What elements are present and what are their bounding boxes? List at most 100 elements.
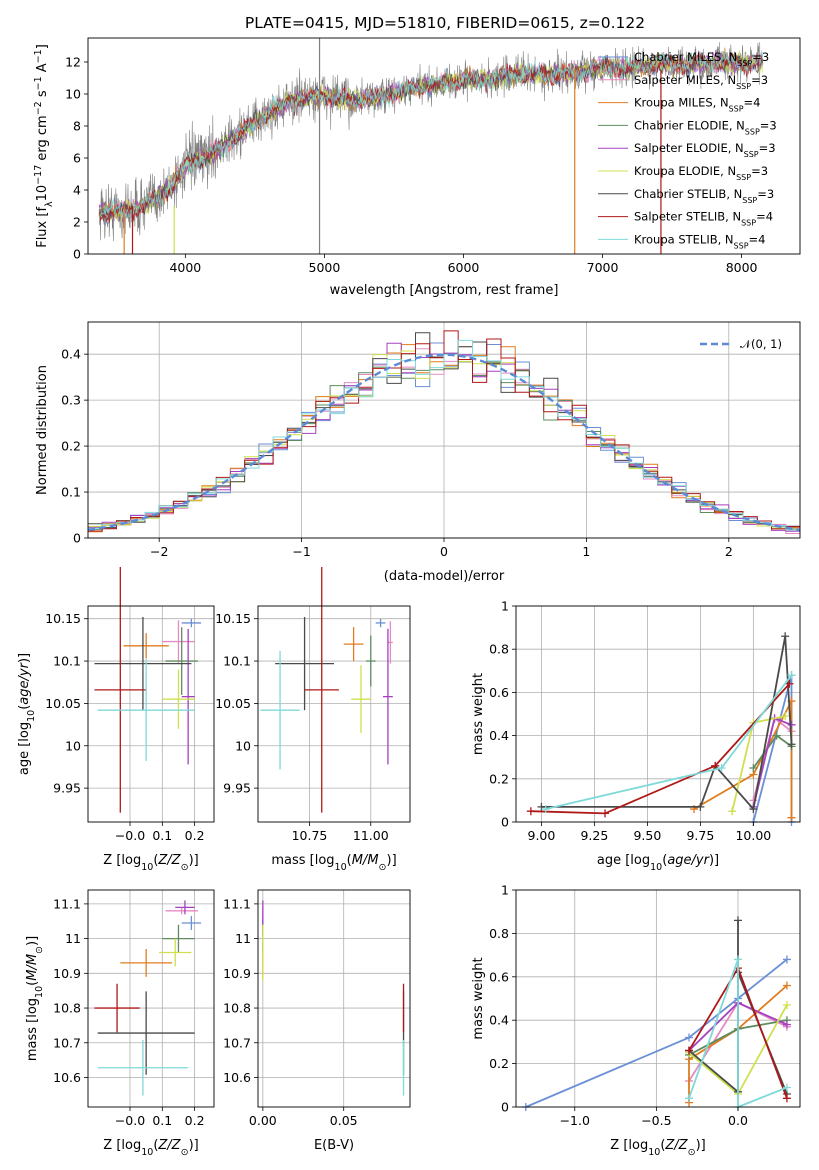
series-line: [541, 636, 793, 811]
x-tick-label: 2: [725, 544, 733, 559]
x-axis-label: E(B-V): [314, 1138, 354, 1153]
errorbar-kroupa-miles: [123, 633, 169, 659]
errorbar-chabrier-miles: [375, 618, 386, 628]
weight-vs-metallicity-panel: −1.0 −0.5 0.0 0 0.2 0.4 0.6 0.8 1 Z [log10(Z/Z⊙)]…: [471, 883, 801, 1158]
y-tick-label: 10.1: [223, 654, 251, 669]
mass-vs-metallicity-panel: −0.0 0.1 0.2 10.6 10.7 10.8 10.9 11 11.1 Z [log10…: [25, 889, 215, 1158]
data-point: [782, 1001, 791, 1010]
x-tick-label: 0: [440, 544, 448, 559]
x-tick-label: 0.0: [728, 1113, 748, 1128]
observed-spectrum: [98, 42, 763, 242]
data-point: [787, 740, 796, 749]
x-tick-label: −0.0: [115, 828, 145, 843]
figure-title: PLATE=0415, MJD=51810, FIBERID=0615, z=0…: [245, 14, 645, 32]
y-tick-label: 0: [73, 247, 81, 262]
data-point: [749, 764, 758, 772]
data-point: [781, 712, 790, 721]
legend-entry-chabrier-stelib: Chabrier STELIB, NSSP=3: [634, 187, 774, 205]
data-point: [601, 809, 610, 818]
y-tick-label: 0.8: [489, 926, 509, 941]
data-point: [787, 720, 796, 729]
axes-frame: [87, 889, 215, 1108]
data-point: [685, 1046, 694, 1055]
y-tick-label: 10.6: [53, 1070, 81, 1085]
y-tick-label: 11: [65, 931, 81, 946]
data-point: [787, 671, 796, 680]
histogram-salpeter-stelib: [88, 330, 800, 532]
data-point: [711, 761, 720, 770]
series-line: [525, 958, 788, 1108]
x-axis-label: age [log10(age/yr)]: [597, 853, 719, 873]
axes: 0.00 0.05 10.6 10.7 10.8 10.9 11 11.1 E(B-V): [223, 889, 411, 1153]
y-tick-label: 0.2: [489, 1056, 509, 1071]
plot-area: [94, 567, 202, 813]
y-tick-label: 10.9: [223, 966, 251, 981]
errorbar-chabrier-elodie: [165, 627, 198, 695]
x-tick-label: 10.00: [735, 828, 771, 843]
mass-vs-extinction-panel: 0.00 0.05 10.6 10.7 10.8 10.9 11 11.1 E(B-V): [223, 889, 411, 1153]
y-tick-label: 12: [65, 55, 81, 70]
plot-area: [260, 567, 393, 813]
model-spectrum-salpeter-elodie: [98, 50, 763, 222]
errorbar-chabrier-stelib: [97, 991, 195, 1075]
y-tick-label: 0.6: [489, 969, 509, 984]
y-tick-label: 10: [65, 738, 81, 753]
errorbar-chabrier-stelib: [275, 617, 334, 711]
data-point: [782, 981, 791, 990]
x-tick-label: 9.50: [633, 828, 661, 843]
y-tick-label: 10: [65, 87, 81, 102]
y-tick-label: 10.8: [223, 1001, 251, 1016]
data-point: [781, 632, 790, 641]
y-tick-label: 10.15: [45, 611, 81, 626]
data-point: [526, 807, 535, 816]
axes: −2 −1 0 1 2 0 0.1 0.2 0.3 0.4 (data-model)/error No…: [35, 321, 801, 584]
legend-entry-kroupa-stelib: Kroupa STELIB, NSSP=4: [634, 232, 765, 250]
legend-entry-chabrier-miles: Chabrier MILES, NSSP=3: [634, 50, 769, 68]
data-point: [696, 802, 705, 811]
y-tick-label: 10.05: [215, 696, 251, 711]
errorbar-kroupa-miles: [120, 949, 172, 977]
x-tick-label: 4000: [169, 260, 201, 275]
y-axis-label: age [log10(age/yr)]: [17, 653, 37, 775]
axes-frame: [87, 605, 215, 823]
x-tick-label: 9.25: [580, 828, 608, 843]
series-line: [752, 674, 793, 823]
errorbar-kroupa-stelib: [260, 650, 300, 770]
legend-entry-kroupa-elodie: Kroupa ELODIE, NSSP=3: [634, 164, 768, 182]
data-point: [733, 955, 742, 964]
axes: 10.75 11.00 9.95 10 10.05 10.1 10.15 mass [log1…: [215, 605, 411, 873]
y-tick-label: 0.2: [61, 439, 81, 454]
axes-frame: [87, 37, 801, 255]
axes: 9.00 9.25 9.50 9.75 10.00 0 0.2 0.4 0.6 0.8 1 age […: [471, 599, 801, 873]
legend: 𝒩(0, 1): [700, 337, 782, 351]
histogram-kroupa-stelib: [88, 339, 800, 531]
y-tick-label: 10.1: [53, 654, 81, 669]
axes: −0.0 0.1 0.2 10.6 10.7 10.8 10.9 11 11.1 Z [log10…: [25, 889, 215, 1158]
series-line: [693, 700, 793, 818]
errorbar-kroupa-miles: [343, 627, 364, 662]
x-tick-label: 9.00: [528, 828, 556, 843]
errorbar-salpeter-stelib: [94, 567, 147, 813]
x-tick-label: 1: [582, 544, 590, 559]
x-tick-label: 0.1: [152, 1113, 172, 1128]
data-point: [717, 764, 726, 772]
errorbar-kroupa-stelib: [97, 659, 195, 762]
y-axis-label: mass [log10(M/M⊙)]: [25, 936, 45, 1061]
y-axis-label: Flux [fλ10−17 erg cm−2 s−1 A−1]: [33, 44, 55, 248]
y-tick-label: 9.95: [53, 781, 81, 796]
grid: [88, 606, 214, 822]
x-tick-label: 9.75: [686, 828, 714, 843]
x-tick-label: 7000: [587, 260, 619, 275]
plot-area: [94, 900, 202, 1096]
data-point: [787, 813, 796, 822]
x-tick-label: 10.75: [292, 828, 328, 843]
plot-area: [98, 38, 763, 254]
plot-area: [526, 632, 796, 826]
y-tick-label: 1: [501, 599, 509, 614]
data-point: [772, 731, 781, 740]
errorbar-chabrier-stelib: [94, 617, 192, 711]
series-salpeter-stelib: [526, 679, 794, 818]
y-tick-label: 1: [501, 883, 509, 898]
x-tick-label: 6000: [448, 260, 480, 275]
